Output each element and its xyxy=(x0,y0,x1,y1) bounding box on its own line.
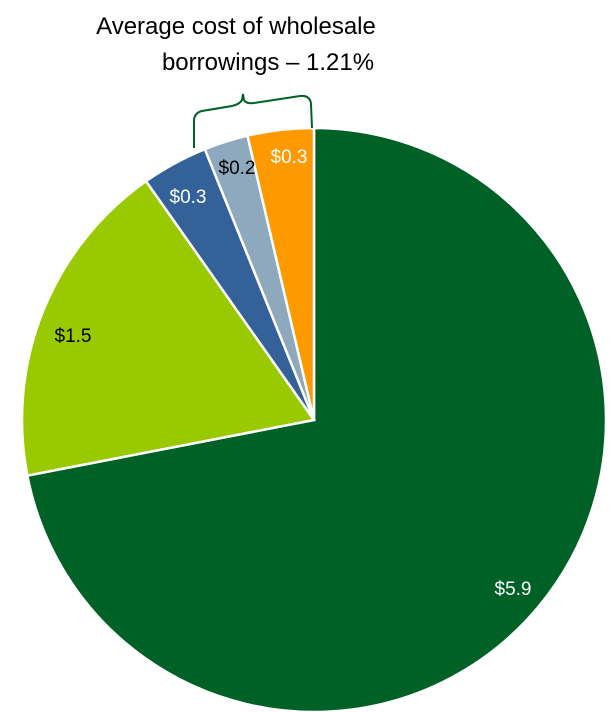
slice-labels: $5.9 $1.5 $0.3 $0.2 $0.3 xyxy=(55,147,532,600)
pie-slice-1 xyxy=(25,126,608,712)
pie-slice-5 xyxy=(245,126,316,421)
pie-slice-2 xyxy=(20,179,317,478)
slice-label-3: $0.3 xyxy=(170,187,207,208)
slice-label-5: $0.3 xyxy=(271,147,308,168)
wholesale-callout: Average cost of wholesale borrowings – 1… xyxy=(96,13,376,148)
slice-label-1: $5.9 xyxy=(495,579,532,600)
callout-bracket xyxy=(193,93,313,148)
slice-label-4: $0.2 xyxy=(219,158,256,179)
callout-line-1: Average cost of wholesale xyxy=(96,13,376,40)
slice-label-2: $1.5 xyxy=(55,326,92,347)
callout-line-2: borrowings – 1.21% xyxy=(162,49,374,76)
pie-slices xyxy=(20,126,608,712)
